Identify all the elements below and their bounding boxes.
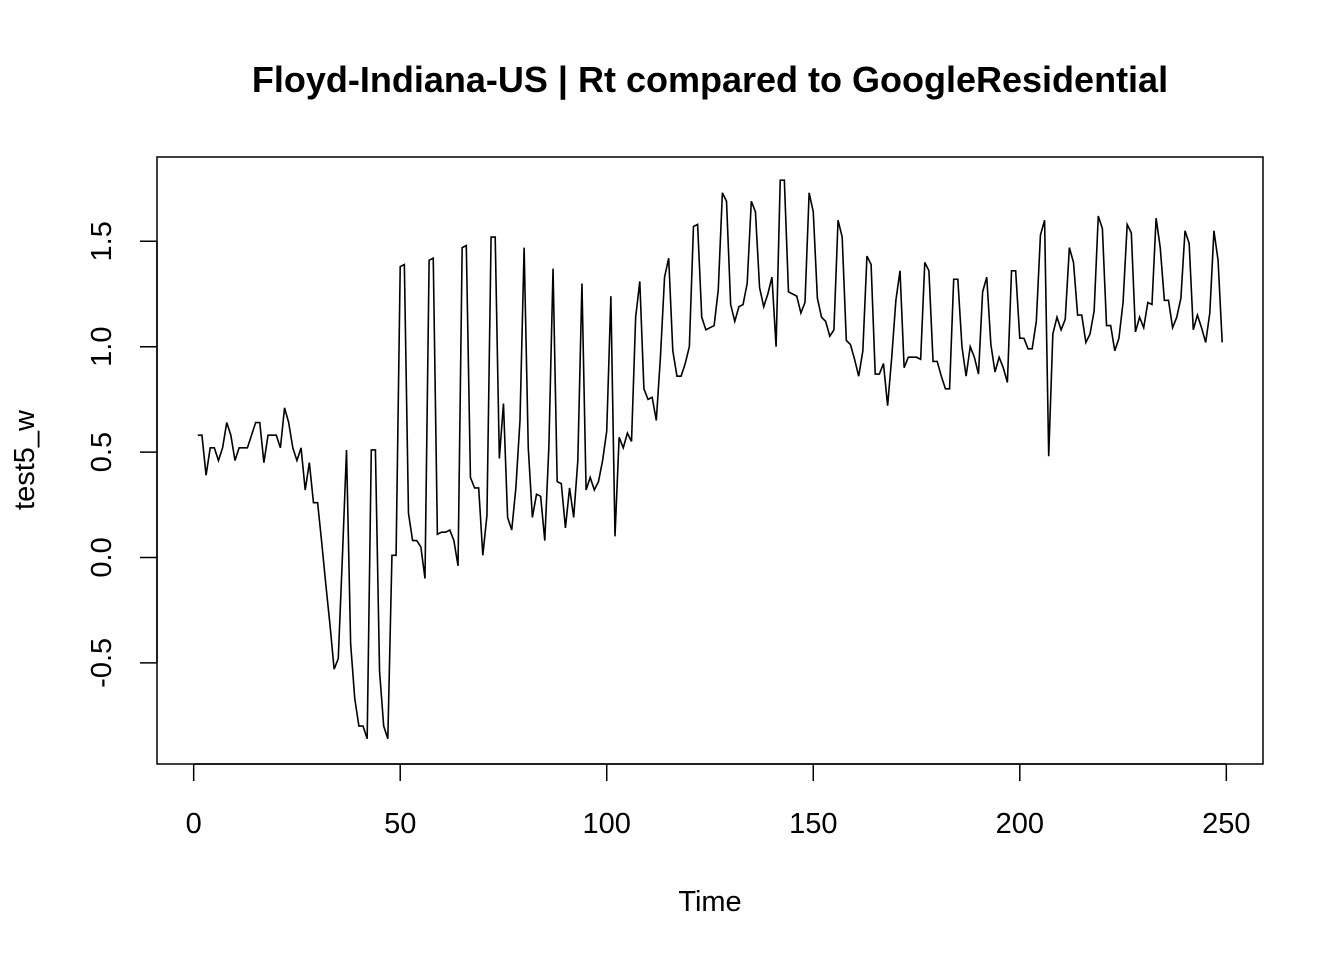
- y-tick-label: 1.0: [86, 327, 118, 367]
- y-axis: -0.5 0.0 0.5 1.0 1.5: [86, 221, 158, 688]
- x-tick-label: 50: [384, 808, 416, 840]
- x-tick-label: 100: [583, 808, 631, 840]
- y-tick-label: -0.5: [86, 638, 118, 688]
- x-tick-label: 150: [789, 808, 837, 840]
- x-axis: 0 50 100 150 200 250: [186, 763, 1251, 840]
- y-tick-label: 0.0: [86, 537, 118, 577]
- y-tick-label: 1.5: [86, 221, 118, 261]
- x-tick-label: 250: [1202, 808, 1250, 840]
- y-tick-label: 0.5: [86, 432, 118, 472]
- x-axis-label: Time: [678, 886, 741, 918]
- series-line: [197, 179, 1223, 739]
- chart-title: Floyd-Indiana-US | Rt compared to Google…: [252, 59, 1168, 101]
- x-tick-label: 0: [186, 808, 202, 840]
- x-tick-label: 200: [996, 808, 1044, 840]
- y-axis-label: test5_w: [9, 409, 41, 510]
- series-layer: [197, 179, 1223, 739]
